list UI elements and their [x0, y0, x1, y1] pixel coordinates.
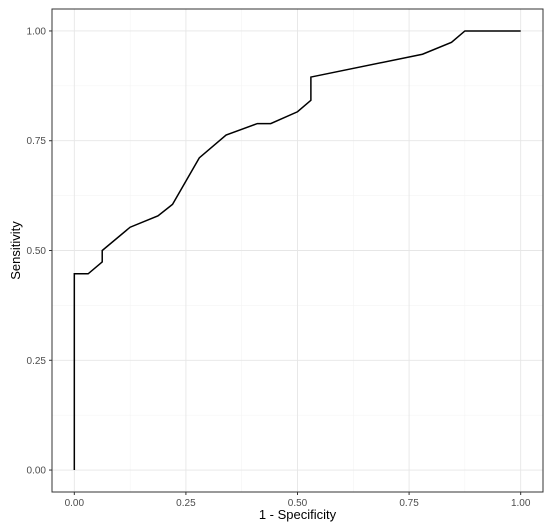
x-tick-label: 1.00	[511, 498, 531, 509]
grid-layer	[52, 9, 543, 492]
x-tick-label: 0.75	[399, 498, 419, 509]
x-tick-label: 0.50	[288, 498, 308, 509]
y-tick-label: 0.50	[27, 246, 47, 257]
y-tick-label: 0.25	[27, 356, 47, 367]
ticks-layer: 0.00 0.25 0.50 0.75 1.00 0.00 0.25 0.50 0.75 1.00	[27, 26, 531, 509]
y-axis-title: Sensitivity	[8, 221, 23, 280]
x-tick-label: 0.25	[176, 498, 196, 509]
y-tick-label: 1.00	[27, 26, 47, 37]
line-layer	[73, 30, 521, 471]
y-tick-label: 0.75	[27, 136, 47, 147]
roc-curve-line	[73, 30, 521, 471]
y-tick-label: 0.00	[27, 466, 47, 477]
x-tick-label: 0.00	[65, 498, 85, 509]
x-axis-title: 1 - Specificity	[259, 507, 337, 522]
